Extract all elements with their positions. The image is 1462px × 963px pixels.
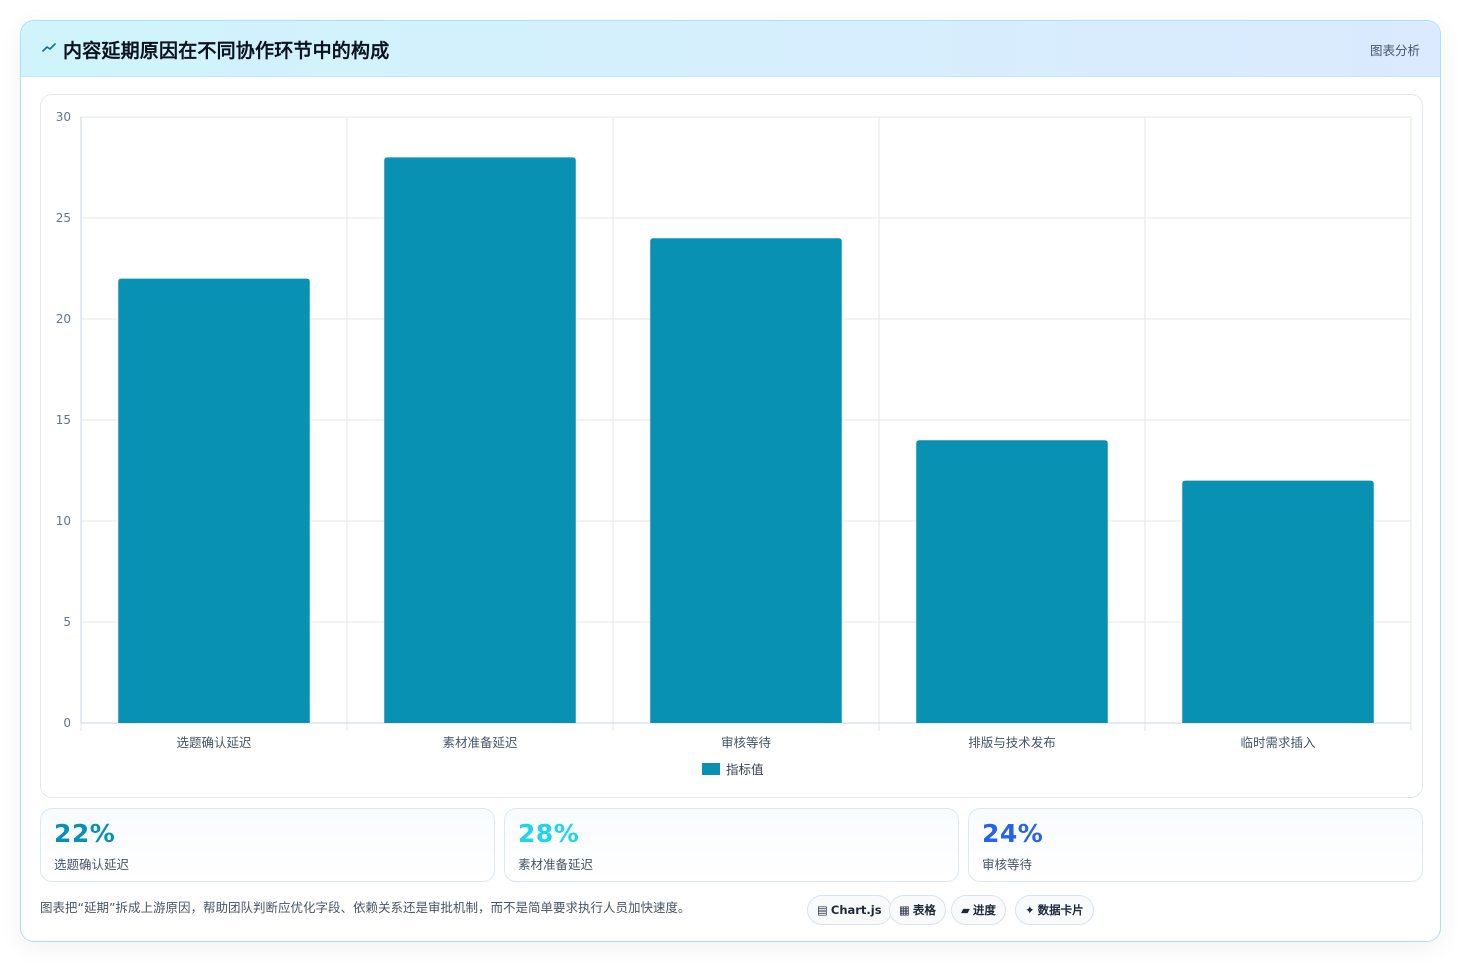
pill-table[interactable]: ▦ 表格 [889,895,946,925]
pill-data-card[interactable]: ✦ 数据卡片 [1015,895,1094,925]
pill-label: Chart.js [830,903,882,917]
x-tick-label: 审核等待 [721,735,772,750]
bar [1182,480,1374,723]
y-tick-label: 25 [56,211,71,225]
stat-label: 审核等待 [982,857,1033,872]
card-header: 内容延期原因在不同协作环节中的构成 图表分析 [21,21,1440,77]
table-icon: ▦ [899,903,910,917]
chart-analysis-tag: 图表分析 [1369,43,1420,58]
pill-label: 进度 [972,903,996,917]
progress-icon: ▰ [961,903,970,917]
chart-title: 内容延期原因在不同协作环节中的构成 [63,40,390,62]
y-tick-label: 0 [63,716,71,730]
pill-label: 数据卡片 [1037,903,1084,917]
chart-card: 内容延期原因在不同协作环节中的构成 图表分析 0 5 10 15 20 25 30 选题确认延… [20,20,1441,942]
x-tick-label: 排版与技术发布 [968,735,1056,750]
y-tick-label: 30 [56,110,71,124]
bar [384,157,576,723]
stat-value: 22% [54,819,116,848]
data-card-icon: ✦ [1025,903,1035,917]
stat-value: 24% [982,819,1044,848]
chart-panel: 0 5 10 15 20 25 30 选题确认延迟 素材准备延迟 审核等待 排版与技术发布 临时需求插… [40,94,1423,798]
chart-library-icon: ▤ [817,903,828,917]
stat-value: 28% [518,819,580,848]
x-tick-label: 选题确认延迟 [176,735,252,750]
x-tick-label: 临时需求插入 [1240,735,1316,750]
pill-label: 表格 [912,903,936,917]
stat-label: 选题确认延迟 [54,857,130,872]
chart-sparkline-icon [42,43,56,52]
stat-card: 22% 选题确认延迟 [40,808,495,882]
y-tick-label: 15 [56,413,71,427]
legend-label: 指标值 [726,762,764,777]
y-tick-label: 5 [63,615,71,629]
stat-card: 24% 审核等待 [968,808,1423,882]
bar-chart: 0 5 10 15 20 25 30 选题确认延迟 素材准备延迟 审核等待 排版与技术发布 临时需求插… [56,110,1412,777]
bar [118,278,310,723]
y-tick-label: 20 [56,312,71,326]
legend-swatch [702,763,720,775]
bar [916,440,1108,723]
bar [650,238,842,723]
stat-card: 28% 素材准备延迟 [504,808,959,882]
stat-cards: 22% 选题确认延迟 28% 素材准备延迟 24% 审核等待 [40,808,1423,882]
pill-chartjs[interactable]: ▤ Chart.js [807,895,892,925]
stat-label: 素材准备延迟 [518,857,594,872]
x-tick-label: 素材准备延迟 [442,735,518,750]
y-tick-label: 10 [56,514,71,528]
footer-note: 图表把“延期”拆成上游原因，帮助团队判断应优化字段、依赖关系还是审批机制，而不是… [40,900,691,915]
pill-progress[interactable]: ▰ 进度 [951,895,1006,925]
